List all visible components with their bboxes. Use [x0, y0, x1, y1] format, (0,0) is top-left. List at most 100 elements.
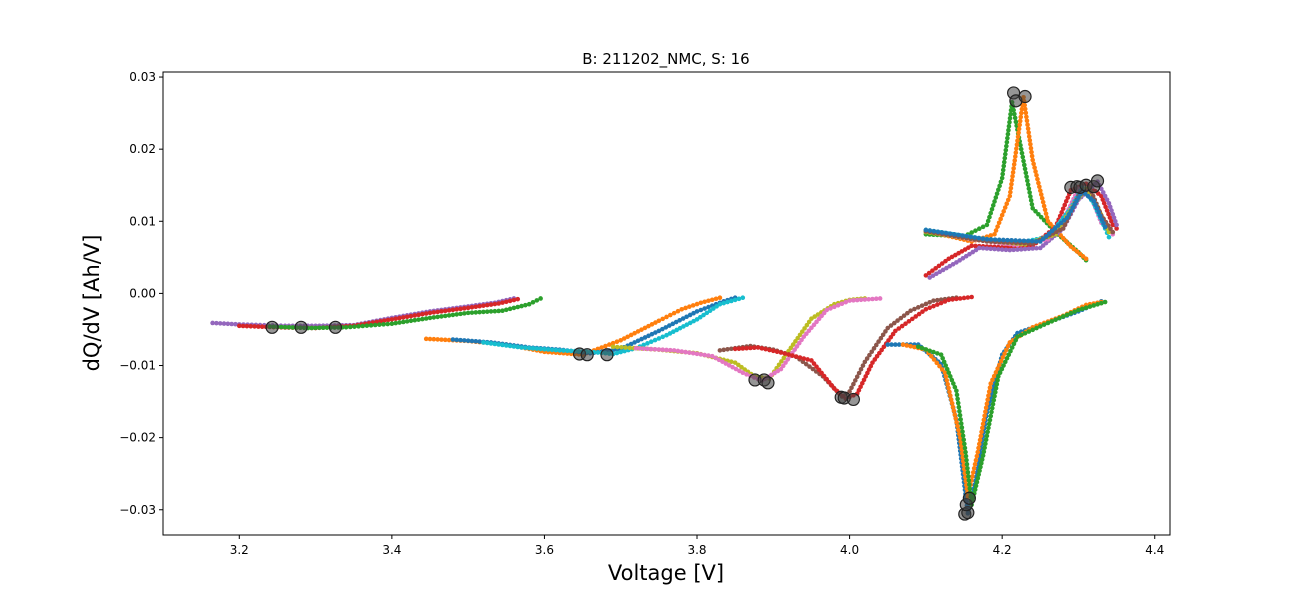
data-point [949, 377, 955, 383]
data-point [500, 300, 505, 305]
data-point [1064, 215, 1070, 220]
data-point [960, 433, 966, 439]
data-point [1021, 158, 1026, 164]
data-point [526, 301, 532, 307]
data-point [896, 326, 902, 331]
data-point [1062, 222, 1068, 228]
data-point [972, 487, 978, 492]
data-point [1100, 197, 1106, 202]
data-point [1030, 246, 1035, 251]
data-point [923, 306, 929, 312]
data-point [942, 299, 948, 304]
data-point [1013, 238, 1018, 243]
peak-marker [761, 376, 775, 390]
data-point [663, 325, 669, 330]
data-point [458, 311, 463, 317]
data-point [981, 417, 987, 423]
data-point [404, 314, 410, 320]
data-point [799, 337, 804, 343]
data-point [1110, 229, 1116, 235]
data-point [423, 311, 429, 316]
data-point [450, 307, 456, 313]
data-point [1087, 304, 1093, 309]
data-point [802, 326, 807, 331]
data-point [946, 370, 952, 376]
data-point [1019, 110, 1024, 116]
data-point [872, 357, 878, 362]
data-point [1004, 356, 1010, 361]
data-point [427, 336, 433, 342]
data-point [726, 363, 732, 368]
data-point [500, 342, 505, 348]
data-point [313, 325, 318, 331]
data-point [1028, 194, 1033, 199]
data-point [1004, 201, 1010, 206]
data-point [628, 332, 634, 338]
data-point [670, 329, 676, 335]
data-point [956, 427, 961, 433]
data-point [343, 324, 349, 330]
data-point [739, 364, 744, 370]
data-point [229, 321, 234, 327]
data-point [717, 295, 723, 301]
data-point [714, 304, 719, 309]
data-point [507, 306, 513, 312]
data-point [992, 393, 997, 399]
data-point [933, 265, 938, 271]
data-point [664, 347, 669, 353]
data-point [1083, 256, 1089, 262]
data-point [854, 297, 860, 303]
data-point [1005, 135, 1010, 141]
data-point [473, 310, 479, 315]
data-point [957, 258, 962, 263]
data-point [835, 303, 841, 308]
data-point [690, 303, 696, 308]
data-point [987, 385, 993, 390]
data-point [511, 305, 517, 311]
data-point [1113, 218, 1118, 224]
data-point [966, 474, 971, 479]
data-point [1033, 169, 1038, 174]
data-point [702, 299, 707, 305]
data-point [1095, 191, 1101, 196]
data-point [687, 320, 693, 326]
data-point [1011, 341, 1017, 347]
data-point [934, 271, 939, 277]
peak-markers [265, 86, 1105, 521]
data-point [635, 329, 641, 334]
data-point [1109, 218, 1114, 224]
data-point [983, 437, 989, 443]
data-point [958, 421, 964, 426]
data-point [984, 237, 990, 242]
data-point [815, 312, 821, 317]
data-point [860, 363, 866, 368]
data-point [937, 363, 942, 369]
data-point [673, 319, 679, 325]
data-point [454, 312, 460, 317]
data-point [978, 433, 984, 439]
chart-title: B: 211202_NMC, S: 16 [582, 50, 749, 69]
data-point [1017, 122, 1022, 128]
data-point [736, 296, 742, 302]
data-point [1028, 198, 1034, 203]
data-point [511, 297, 517, 303]
data-point [955, 396, 960, 402]
data-point [446, 308, 452, 313]
data-point [786, 352, 791, 357]
data-point [1029, 149, 1034, 155]
data-point [956, 232, 961, 238]
data-point [935, 229, 941, 235]
x-axis-label: Voltage [V] [608, 561, 724, 585]
data-point [982, 445, 987, 451]
data-point [1016, 130, 1021, 136]
data-point [729, 298, 734, 304]
data-point [446, 313, 452, 318]
data-point [970, 474, 975, 479]
data-point [1104, 208, 1110, 213]
data-point [1097, 213, 1103, 219]
peak-marker [580, 348, 594, 362]
data-point [1015, 247, 1020, 252]
data-point [972, 461, 978, 467]
data-point [545, 347, 551, 352]
data-point [864, 356, 870, 361]
